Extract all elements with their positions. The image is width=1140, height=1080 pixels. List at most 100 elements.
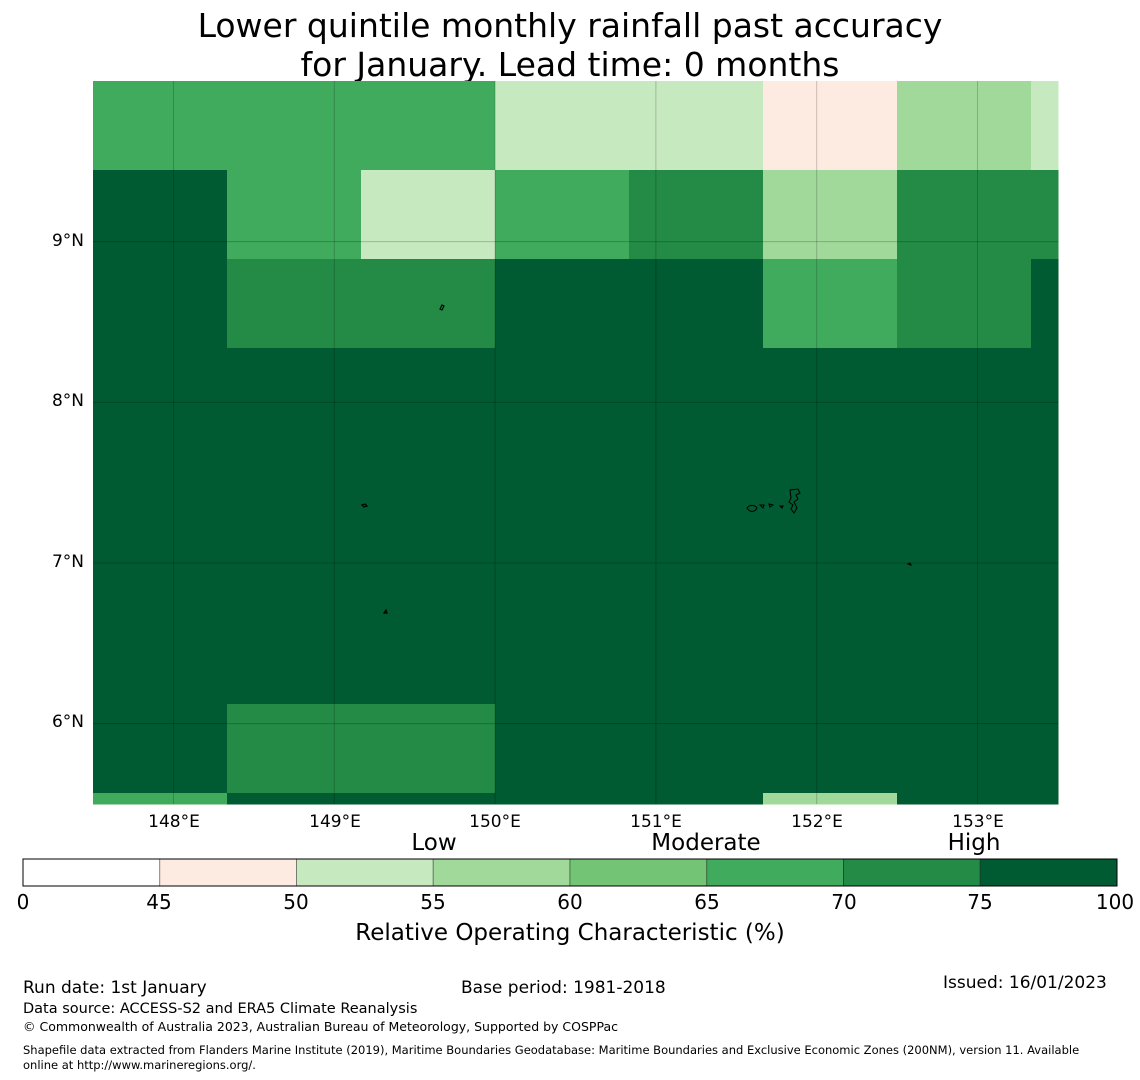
map-cell xyxy=(897,259,1032,349)
colorbar-tick-65: 65 xyxy=(694,890,720,914)
colorbar xyxy=(22,858,1118,887)
map-cell xyxy=(227,704,362,794)
map-cell xyxy=(495,348,630,438)
colorbar-tick-100: 100 xyxy=(1095,890,1135,914)
map-grid-cells xyxy=(93,81,1059,805)
map-cell xyxy=(763,259,898,349)
map-cell xyxy=(1031,793,1059,805)
colorbar-tick-70: 70 xyxy=(831,890,857,914)
map-cell xyxy=(629,170,764,260)
shapefile-credit-line-2: online at http://www.marineregions.org/. xyxy=(23,1058,256,1072)
lat-label-9: 9°N xyxy=(51,231,84,251)
title-line-2: for January. Lead time: 0 months xyxy=(300,45,840,84)
map-cell xyxy=(361,259,496,349)
colorbar-segment xyxy=(843,858,981,887)
colorbar-outline xyxy=(22,858,1118,887)
category-low: Low xyxy=(411,830,457,856)
map-cell xyxy=(897,170,1032,260)
map-cell xyxy=(629,259,764,349)
map-cell xyxy=(763,170,898,260)
map-cell xyxy=(227,615,362,705)
map-cell xyxy=(93,526,228,616)
map-cell xyxy=(897,437,1032,527)
map-cell xyxy=(763,437,898,527)
map-cell xyxy=(1031,170,1059,260)
map-cell xyxy=(227,793,362,805)
lon-label-151: 151°E xyxy=(630,812,682,832)
map-cell xyxy=(227,526,362,616)
lat-label-7: 7°N xyxy=(51,552,84,572)
map-cell xyxy=(227,437,362,527)
colorbar-tick-45: 45 xyxy=(146,890,172,914)
map-cell xyxy=(361,170,496,260)
map-cell xyxy=(1031,615,1059,705)
map-cell xyxy=(495,704,630,794)
colorbar-segment xyxy=(432,858,571,887)
map-cell xyxy=(629,437,764,527)
map-cell xyxy=(1031,526,1059,616)
map-cell xyxy=(361,348,496,438)
map-cell xyxy=(495,437,630,527)
map-cell xyxy=(93,170,228,260)
map-cell xyxy=(495,793,630,805)
map-cell xyxy=(1031,704,1059,794)
map-cell xyxy=(1031,81,1059,171)
colorbar-tick-55: 55 xyxy=(420,890,446,914)
lon-label-149: 149°E xyxy=(309,812,361,832)
map-cell xyxy=(361,615,496,705)
map-gridlines xyxy=(93,81,1058,804)
map-cell xyxy=(93,348,228,438)
map-cell xyxy=(763,81,898,171)
colorbar-segment xyxy=(296,858,434,887)
category-moderate: Moderate xyxy=(651,830,761,856)
map-cell xyxy=(629,526,764,616)
map-cell xyxy=(763,704,898,794)
run-date: Run date: 1st January xyxy=(23,978,207,998)
data-source: Data source: ACCESS-S2 and ERA5 Climate … xyxy=(23,1001,418,1017)
map-cell xyxy=(495,615,630,705)
issued-date: Issued: 16/01/2023 xyxy=(943,973,1107,993)
map-cell xyxy=(629,704,764,794)
map-cell xyxy=(93,704,228,794)
category-high: High xyxy=(947,830,1001,856)
map-cell xyxy=(897,348,1032,438)
base-period: Base period: 1981-2018 xyxy=(461,978,666,998)
map-cell xyxy=(93,437,228,527)
map-cell xyxy=(93,81,228,171)
map-cell xyxy=(361,526,496,616)
colorbar-label: Relative Operating Characteristic (%) xyxy=(355,920,785,946)
map-cell xyxy=(897,615,1032,705)
lon-label-153: 153°E xyxy=(952,812,1004,832)
map-cell xyxy=(763,615,898,705)
copyright: © Commonwealth of Australia 2023, Austra… xyxy=(23,1019,618,1034)
island-3 xyxy=(382,608,388,614)
map-cell xyxy=(227,81,362,171)
lat-label-6: 6°N xyxy=(51,712,84,732)
map-cell xyxy=(227,259,362,349)
map-cell xyxy=(629,793,764,805)
lon-label-150: 150°E xyxy=(469,812,521,832)
title-line-1: Lower quintile monthly rainfall past acc… xyxy=(197,6,943,45)
lon-label-152: 152°E xyxy=(791,812,843,832)
map-cell xyxy=(495,259,630,349)
map-cell xyxy=(227,348,362,438)
map-cell xyxy=(629,348,764,438)
lon-label-148: 148°E xyxy=(148,812,200,832)
map-cell xyxy=(361,793,496,805)
map-cell xyxy=(897,81,1032,171)
map-cell xyxy=(763,793,898,805)
map-cell xyxy=(763,526,898,616)
map-cell xyxy=(227,170,362,260)
colorbar-segment xyxy=(979,858,1118,887)
island-2 xyxy=(360,503,369,508)
colorbar-segment xyxy=(569,858,708,887)
colorbar-tick-50: 50 xyxy=(283,890,309,914)
map-cell xyxy=(629,615,764,705)
colorbar-segment xyxy=(159,858,297,887)
map-cell xyxy=(361,437,496,527)
map-cell xyxy=(495,81,630,171)
map-cell xyxy=(93,259,228,349)
map-cell xyxy=(93,793,228,805)
map-cell xyxy=(495,170,630,260)
